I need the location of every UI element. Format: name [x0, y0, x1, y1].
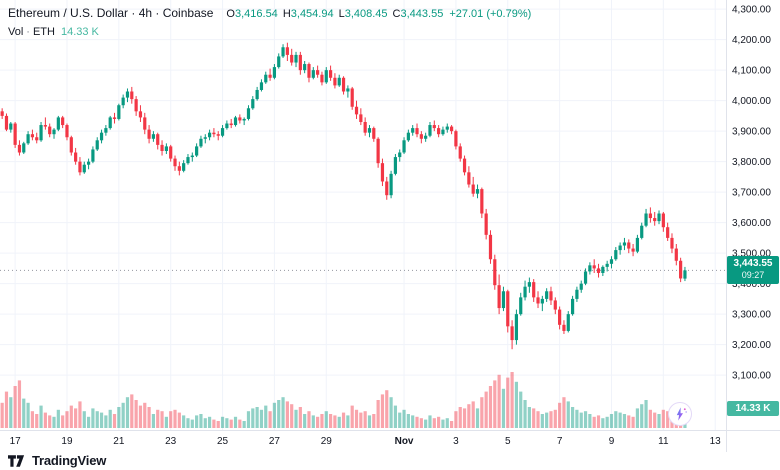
- low-value: 3,408.45: [344, 8, 388, 20]
- lightning-icon: [676, 407, 687, 421]
- svg-text:Nov: Nov: [395, 436, 414, 447]
- svg-text:4,100.00: 4,100.00: [732, 66, 771, 77]
- svg-text:9: 9: [609, 436, 615, 447]
- symbol-title[interactable]: Ethereum / U.S. Dollar · 4h · Coinbase: [8, 6, 214, 20]
- svg-text:3,400.00: 3,400.00: [732, 279, 771, 290]
- svg-text:19: 19: [61, 436, 73, 447]
- svg-text:3,900.00: 3,900.00: [732, 127, 771, 138]
- legend-separator: ·: [26, 26, 30, 38]
- svg-text:29: 29: [321, 436, 333, 447]
- bar-countdown: 09:27: [741, 270, 765, 281]
- svg-text:11: 11: [658, 436, 669, 447]
- svg-text:3,500.00: 3,500.00: [732, 249, 771, 260]
- boost-button[interactable]: [668, 402, 692, 426]
- svg-text:25: 25: [217, 436, 229, 447]
- legend: Ethereum / U.S. Dollar · 4h · Coinbase O3…: [8, 5, 531, 41]
- svg-text:3,700.00: 3,700.00: [732, 188, 771, 199]
- volume-value: 14.33 K: [60, 26, 99, 38]
- footer: TradingView: [8, 451, 106, 470]
- svg-text:4,300.00: 4,300.00: [732, 5, 771, 16]
- volume-indicator-label[interactable]: Vol: [8, 26, 24, 38]
- open-label: O: [226, 8, 235, 20]
- ohlc-values: O3,416.54 H3,454.94 L3,408.45 C3,443.55: [221, 6, 443, 20]
- svg-text:23: 23: [165, 436, 177, 447]
- svg-text:5: 5: [505, 436, 511, 447]
- svg-text:4,200.00: 4,200.00: [732, 35, 771, 46]
- tradingview-logo[interactable]: TradingView: [8, 453, 106, 468]
- tradingview-logo-icon: [8, 454, 25, 467]
- low-label: L: [338, 8, 345, 20]
- svg-text:17: 17: [10, 436, 22, 447]
- high-value: 3,454.94: [290, 8, 334, 20]
- open-value: 3,416.54: [234, 8, 278, 20]
- svg-text:7: 7: [557, 436, 563, 447]
- price-axis[interactable]: [726, 0, 780, 430]
- high-label: H: [282, 8, 291, 20]
- svg-text:21: 21: [113, 436, 125, 447]
- svg-text:3,200.00: 3,200.00: [732, 340, 771, 351]
- svg-text:3,600.00: 3,600.00: [732, 218, 771, 229]
- svg-text:3,300.00: 3,300.00: [732, 310, 771, 321]
- last-price: 3,443.55: [733, 258, 773, 270]
- tradingview-brand-text: TradingView: [32, 453, 107, 468]
- volume-symbol: ETH: [32, 26, 55, 38]
- last-price-badge: 3,443.55 09:27: [727, 256, 779, 285]
- close-label: C: [392, 8, 401, 20]
- svg-text:4,000.00: 4,000.00: [732, 96, 771, 107]
- svg-text:3: 3: [453, 436, 459, 447]
- svg-text:13: 13: [710, 436, 722, 447]
- svg-text:27: 27: [269, 436, 281, 447]
- candlestick-chart[interactable]: 4,300.00 4,200.00 4,100.00 4,000.00 3,900.00…: [0, 0, 780, 452]
- volume-legend-row: Vol · ETH 14.33 K: [8, 24, 531, 41]
- close-value: 3,443.55: [400, 8, 444, 20]
- time-axis[interactable]: [0, 430, 780, 452]
- svg-text:3,100.00: 3,100.00: [732, 371, 771, 382]
- volume-axis-badge: 14.33 K: [727, 400, 779, 416]
- symbol-legend-row: Ethereum / U.S. Dollar · 4h · Coinbase O3…: [8, 5, 531, 23]
- change-value: +27.01 (+0.79%): [449, 8, 532, 20]
- svg-text:3,800.00: 3,800.00: [732, 157, 771, 168]
